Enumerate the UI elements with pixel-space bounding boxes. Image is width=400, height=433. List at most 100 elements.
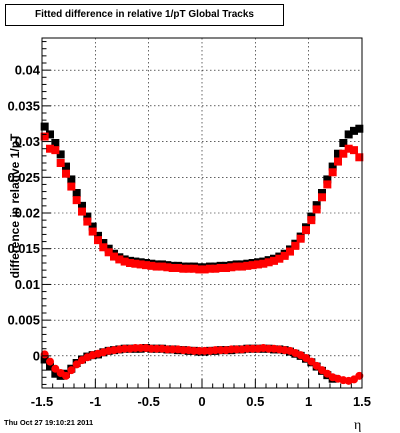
x-tick-label: 1 <box>305 394 312 409</box>
data-point <box>56 150 65 159</box>
data-point <box>67 366 76 375</box>
data-point <box>67 175 76 184</box>
data-markers <box>40 122 364 385</box>
data-point <box>163 263 172 272</box>
timestamp-footer: Thu Oct 27 19:10:21 2011 <box>4 418 94 427</box>
data-point <box>40 132 49 141</box>
x-tick-label: 1.5 <box>353 394 371 409</box>
data-point <box>280 251 289 260</box>
data-point <box>206 264 214 273</box>
data-point <box>46 144 54 153</box>
data-point <box>62 162 70 171</box>
data-point <box>254 260 262 269</box>
data-point <box>312 361 321 370</box>
data-point <box>46 357 54 366</box>
y-tick-label: 0.02 <box>15 206 40 221</box>
axis-tick-labels: -1.5 -1 -0.5 0 0.5 1 1.5 0 0.005 0.01 0.015 0.02 0.0… <box>7 63 371 409</box>
data-point <box>312 205 321 214</box>
x-tick-label: 0.5 <box>246 394 264 409</box>
data-point <box>46 362 54 371</box>
data-point <box>174 264 182 272</box>
y-tick-label: 0.005 <box>7 313 40 328</box>
y-tick-label: 0 <box>33 348 40 363</box>
x-tick-label: -1 <box>90 394 102 409</box>
data-point <box>211 264 220 273</box>
data-point <box>312 201 321 210</box>
data-point <box>62 169 70 178</box>
data-point <box>94 236 102 245</box>
data-point <box>318 193 326 202</box>
data-point <box>296 234 305 243</box>
data-point <box>168 264 177 272</box>
data-point <box>307 216 316 225</box>
y-tick-label: 0.03 <box>15 134 40 149</box>
data-point <box>136 260 145 269</box>
data-point <box>323 180 332 189</box>
data-point <box>339 149 348 158</box>
data-point <box>307 357 316 366</box>
data-point <box>46 130 54 139</box>
data-point <box>51 146 60 155</box>
data-point <box>291 241 300 250</box>
data-point <box>334 157 342 166</box>
grid-lines <box>42 38 362 388</box>
data-point <box>323 175 332 184</box>
y-axis-label: difference in relative 1/pT <box>8 133 22 278</box>
data-point <box>328 168 337 177</box>
x-tick-label: -0.5 <box>137 394 159 409</box>
data-point <box>51 369 60 378</box>
y-tick-label: 0.015 <box>7 241 40 256</box>
data-point <box>328 162 337 171</box>
x-tick-label: 0 <box>198 394 205 409</box>
data-point <box>40 122 49 131</box>
data-point <box>190 264 198 273</box>
data-point <box>195 265 204 274</box>
data-point <box>152 262 161 271</box>
y-tick-label: 0.035 <box>7 98 40 113</box>
data-point <box>259 259 268 268</box>
data-point <box>147 261 156 270</box>
data-point <box>200 265 209 274</box>
y-tick-label: 0.04 <box>15 63 41 78</box>
data-point <box>243 261 252 270</box>
data-point <box>339 139 348 147</box>
x-axis-label: η <box>354 418 361 433</box>
data-point <box>158 262 166 271</box>
data-point <box>184 264 193 273</box>
data-point <box>83 217 92 226</box>
data-point <box>115 255 124 264</box>
data-point <box>355 124 364 133</box>
data-point <box>302 226 310 235</box>
data-point <box>67 182 76 191</box>
data-point <box>334 149 342 158</box>
data-point <box>126 259 134 267</box>
data-point <box>142 261 150 270</box>
data-point <box>120 257 129 266</box>
data-point <box>216 264 225 272</box>
chart-title: Fitted difference in relative 1/pT Globa… <box>5 4 284 26</box>
data-point <box>350 146 358 155</box>
data-point <box>238 262 246 271</box>
x-tick-label: -1.5 <box>31 394 53 409</box>
data-point <box>248 261 257 270</box>
data-point <box>344 144 353 153</box>
data-point <box>88 222 97 231</box>
data-point <box>227 263 236 272</box>
data-point <box>350 126 358 135</box>
data-point <box>355 153 364 162</box>
data-point <box>56 159 65 167</box>
data-point <box>131 259 140 268</box>
y-tick-label: 0.025 <box>7 170 40 185</box>
data-point <box>344 130 353 139</box>
data-point <box>179 264 188 273</box>
data-point <box>222 264 230 272</box>
data-point <box>51 139 60 147</box>
data-point <box>88 227 97 236</box>
data-point <box>286 247 294 256</box>
data-point <box>62 371 70 380</box>
data-point <box>78 207 86 216</box>
data-point <box>270 256 278 265</box>
axis-ticks <box>41 41 363 388</box>
data-point <box>40 350 49 359</box>
data-point <box>51 364 60 373</box>
